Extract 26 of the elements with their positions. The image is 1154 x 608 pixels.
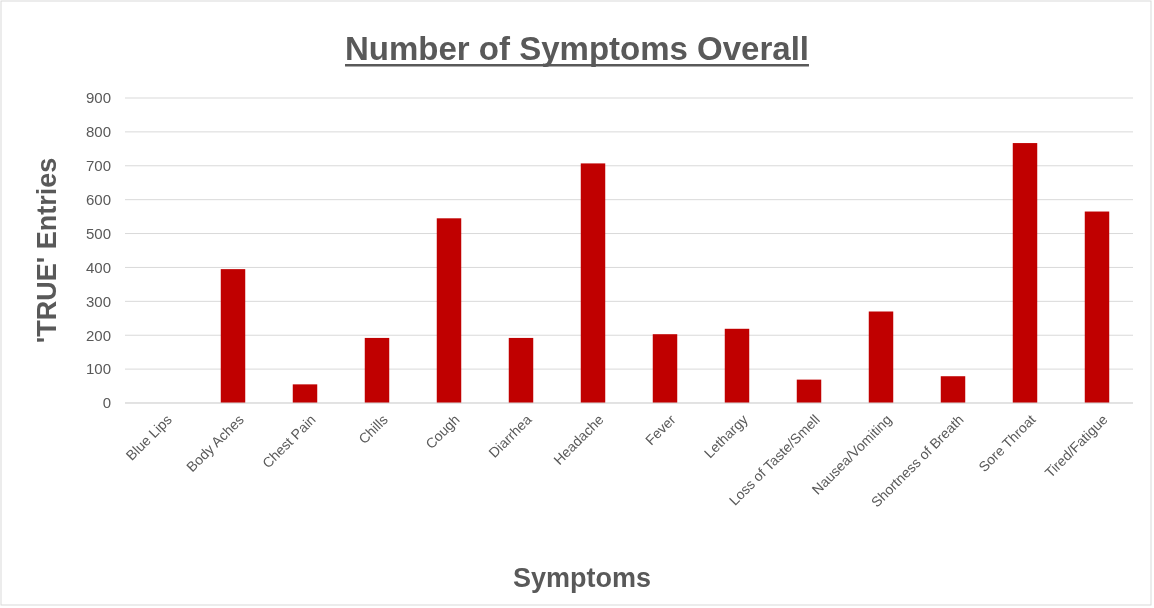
bar [868, 311, 894, 403]
y-tick-label: 400 [85, 258, 111, 276]
bar [652, 334, 678, 403]
y-tick-label: 200 [85, 326, 111, 344]
x-axis-title: Symptoms [512, 563, 652, 593]
y-tick-label: 600 [85, 190, 111, 208]
y-tick-label: 100 [85, 360, 111, 378]
bar [292, 384, 318, 403]
bar [220, 269, 246, 403]
bar [940, 376, 966, 403]
chart-title: Number of Symptoms Overall [345, 30, 809, 67]
y-axis-title: 'TRUE' Entries [32, 157, 62, 344]
bar [436, 218, 462, 403]
bar [724, 328, 750, 403]
bar [580, 163, 606, 403]
y-tick-label: 300 [85, 292, 111, 310]
y-tick-label: 800 [85, 123, 111, 141]
bar [1012, 143, 1038, 403]
bar [796, 379, 822, 403]
bar [364, 337, 390, 403]
y-tick-label: 900 [85, 89, 111, 107]
bar [508, 337, 534, 403]
y-tick-label: 500 [85, 224, 111, 242]
y-tick-label: 0 [102, 394, 111, 412]
y-tick-label: 700 [85, 157, 111, 175]
bar [1084, 211, 1110, 403]
